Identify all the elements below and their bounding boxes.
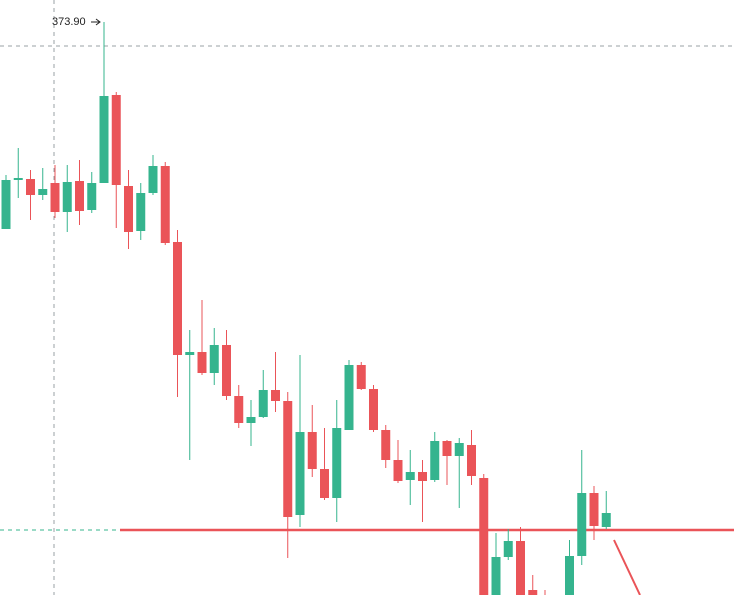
candle-body <box>38 189 48 195</box>
candle-body <box>185 352 195 355</box>
candle-body <box>295 432 305 515</box>
candle-body <box>332 428 342 498</box>
candle-body <box>516 541 525 595</box>
candle-body <box>589 493 599 526</box>
candle-body <box>528 590 538 595</box>
candle-body <box>565 556 574 595</box>
candle-body <box>148 166 158 193</box>
candle-body <box>173 242 182 355</box>
candle-body <box>393 460 403 481</box>
candle-body <box>356 365 366 389</box>
candle-body <box>405 472 415 480</box>
candle-body <box>344 365 354 430</box>
candle-body <box>62 182 72 212</box>
candle-body <box>136 193 146 231</box>
candle-body <box>442 441 452 456</box>
candle-body <box>13 178 23 180</box>
candle-body <box>320 469 329 498</box>
candle-body <box>491 557 501 595</box>
candle-body <box>454 443 464 456</box>
candle-body <box>75 181 84 211</box>
candle-body <box>99 96 109 183</box>
candle-body <box>601 513 611 527</box>
candle-body <box>209 345 219 373</box>
candle-body <box>283 401 293 517</box>
candle-body <box>479 478 489 595</box>
candle-body <box>418 472 427 481</box>
candle-body <box>87 183 97 210</box>
candle-body <box>246 417 256 423</box>
candle-body <box>1 180 11 229</box>
candle-body <box>467 445 476 476</box>
candle-body <box>50 183 60 212</box>
candle-body <box>26 179 35 195</box>
label-arrow-head <box>95 18 101 26</box>
candle-body <box>124 186 133 232</box>
candle-body <box>577 493 587 556</box>
candle-body <box>258 390 268 417</box>
candle-body <box>197 352 207 373</box>
candle-body <box>222 345 231 396</box>
candle-body <box>430 441 440 480</box>
trend-line <box>613 539 641 595</box>
candle-body <box>234 396 244 423</box>
candle-body <box>271 390 280 401</box>
candle-body <box>503 541 513 557</box>
high-label: 373.90 <box>52 16 86 28</box>
candle-body <box>111 95 121 185</box>
candle-body <box>307 432 317 469</box>
candle-body <box>381 430 391 460</box>
candle-body <box>160 166 170 243</box>
candle-body <box>369 389 378 430</box>
